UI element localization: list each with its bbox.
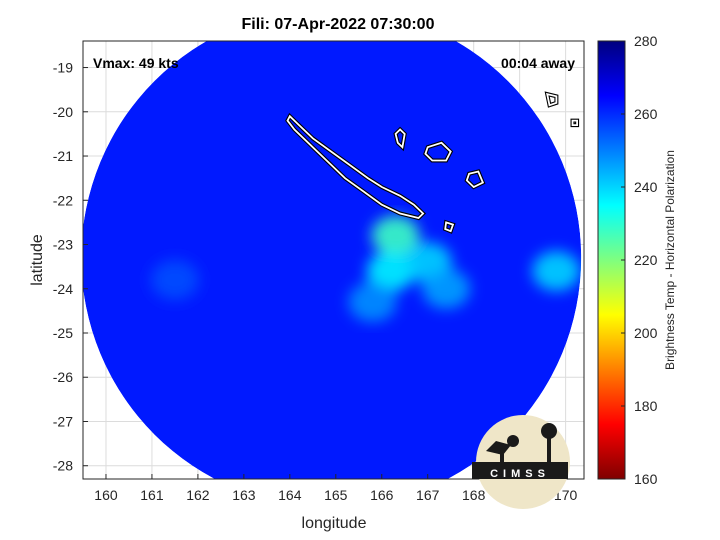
logo-text: CIMSS	[490, 468, 550, 480]
y-tick-label: -20	[53, 104, 73, 120]
y-tick-label: -21	[53, 148, 73, 164]
time-offset-annotation: 00:04 away	[501, 55, 575, 71]
convective-features	[150, 215, 581, 323]
y-tick-label: -24	[53, 281, 73, 297]
y-tick-label: -19	[53, 60, 73, 76]
x-tick-label: 162	[186, 487, 210, 503]
feature-cold-west	[150, 259, 199, 300]
x-tick-label: 167	[416, 487, 440, 503]
coastline-isle-of-pines	[444, 221, 455, 233]
x-tick-label: 166	[370, 487, 394, 503]
satellite-dish-icon	[486, 441, 511, 455]
x-tick-label: 163	[232, 487, 256, 503]
chart-title: Fili: 07-Apr-2022 07:30:00	[242, 16, 435, 33]
feature-core	[371, 215, 420, 256]
coastline-lifou	[424, 141, 452, 162]
coastline-ouvea	[394, 128, 406, 150]
swath-background	[83, 41, 582, 479]
y-tick-label: -23	[53, 237, 73, 253]
vmax-annotation: Vmax: 49 kts	[93, 55, 179, 71]
feature-band-southeast	[422, 268, 471, 309]
y-tick-label: -27	[53, 413, 73, 429]
y-tick-label: -28	[53, 458, 73, 474]
x-tick-label: 168	[462, 487, 486, 503]
y-axis: -19 -20 -21 -22 -23 -24 -25 -26 -27 -28	[53, 60, 88, 474]
plot-area: 160161162163164165166167168169170 -19-20…	[53, 40, 585, 509]
colorbar-tick-label: 280	[634, 33, 658, 49]
colorbar-tick-label: 220	[634, 252, 658, 268]
x-tick-label: 164	[278, 487, 302, 503]
coastline-futuna	[571, 119, 578, 126]
feature-band-south	[366, 251, 415, 292]
cimss-logo: CIMSS	[472, 415, 570, 509]
y-axis-label: latitude	[29, 234, 46, 286]
colorbar-tick-label: 260	[634, 106, 658, 122]
logo-ground	[472, 462, 568, 479]
feature-edge-east	[532, 251, 581, 292]
colorbar-tick-label: 200	[634, 325, 658, 341]
colorbar-tick-label: 240	[634, 179, 658, 195]
x-axis-label: longitude	[302, 515, 367, 532]
plot-frame	[82, 40, 585, 480]
dish-stand-icon	[500, 453, 504, 463]
colorbar-ticks: 160 180 200 220 240 260 280	[621, 33, 658, 487]
brightness-swath	[83, 41, 582, 479]
coastline-aneityum	[546, 92, 558, 107]
feature-mid	[348, 282, 397, 323]
coastline-mare	[465, 170, 485, 189]
y-tick-label: -25	[53, 325, 73, 341]
water-tower-icon	[541, 423, 557, 439]
y-tick-label: -26	[53, 369, 73, 385]
coastline-new-caledonia	[286, 114, 425, 219]
x-tick-label: 161	[140, 487, 164, 503]
colorbar-tick-label: 160	[634, 471, 658, 487]
x-tick-label: 165	[324, 487, 348, 503]
x-tick-label: 160	[94, 487, 118, 503]
coastlines	[285, 91, 580, 234]
tower-leg-icon	[547, 438, 551, 463]
y-tick-label: -22	[53, 192, 73, 208]
dish-head-icon	[507, 435, 519, 447]
colorbar-label: Brightness Temp - Horizontal Polarizatio…	[663, 150, 677, 370]
colorbar-tick-label: 180	[634, 398, 658, 414]
colorbar-fill	[597, 40, 626, 480]
colorbar: 160 180 200 220 240 260 280 Brightness Temp - …	[597, 33, 677, 487]
